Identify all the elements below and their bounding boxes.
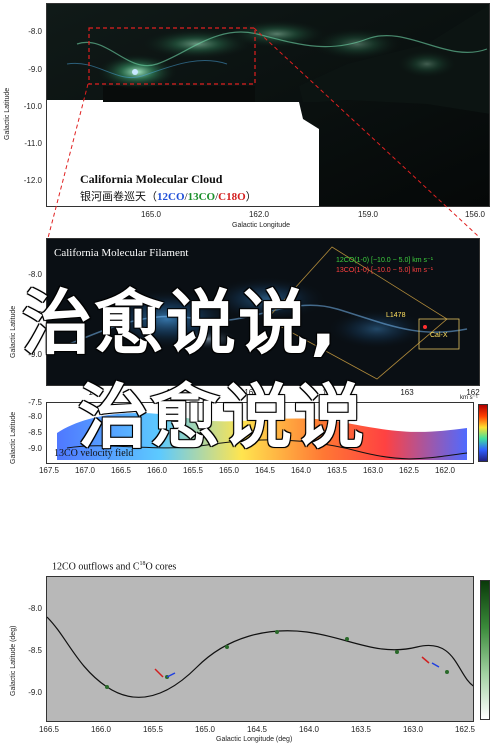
- p3-xtick: 165.5: [182, 466, 204, 475]
- p3-xtick: 167.5: [38, 466, 60, 475]
- p2-xtick: 165: [244, 388, 258, 397]
- p1-xtick: 159.0: [357, 210, 379, 219]
- p3-ytick: -7.5: [28, 398, 42, 407]
- p1-xtick: 156.0: [464, 210, 486, 219]
- p4-ytick: -8.0: [28, 604, 42, 613]
- p4-xtick: 163.0: [402, 725, 424, 734]
- p4-xlabel: Galactic Longitude (deg): [216, 736, 293, 743]
- zoom-connector-lines: [47, 27, 479, 239]
- co13-label: 13CO: [187, 191, 216, 203]
- p2-ytick: -8.0: [28, 270, 42, 279]
- panel-3-image: [57, 413, 468, 461]
- panel-1-subtitle: 银河画卷巡天（12CO/13CO/C18O）: [80, 188, 280, 204]
- p2-xtick: 167: [88, 388, 102, 397]
- p3-xtick: 164.5: [254, 466, 276, 475]
- panel-1-title: California Molecular Cloud: [80, 172, 223, 186]
- c18o-label: C18O: [218, 191, 246, 203]
- panel-3-unit: km s⁻¹: [460, 395, 478, 401]
- legend-13co-species: 13CO(1-0): [336, 267, 370, 274]
- p4-xtick: 164.5: [246, 725, 268, 734]
- p2-xtick: 163: [400, 388, 414, 397]
- panel-3-title: 13CO velocity field: [54, 448, 133, 459]
- panel-1-image: [47, 4, 489, 206]
- legend-12co-species: 12CO(1-0): [336, 257, 370, 264]
- p2-ytick: -8.5: [28, 310, 42, 319]
- p2-xtick: 166: [166, 388, 180, 397]
- paren-open: （: [146, 191, 157, 203]
- panel-1-map: [46, 3, 490, 207]
- p4-xtick: 164.0: [298, 725, 320, 734]
- overlay-line-1: 治愈说说,: [22, 282, 339, 364]
- panel-2-image: [56, 246, 468, 380]
- p4-ytick: -8.5: [28, 646, 42, 655]
- panel-4-title-post: O cores: [145, 561, 177, 573]
- p2-ytick: -9.0: [28, 350, 42, 359]
- p4-xtick: 166.0: [90, 725, 112, 734]
- panel-1-title-box: California Molecular Cloud 银河画卷巡天（12CO/1…: [80, 172, 280, 204]
- p3-xtick: 162.5: [398, 466, 420, 475]
- panel-3-title-text: 13CO velocity field: [54, 448, 134, 459]
- p4-xtick: 163.5: [350, 725, 372, 734]
- p4-xtick: 165.5: [142, 725, 164, 734]
- p1-xtick: 162.0: [248, 210, 270, 219]
- p1-xlabel: Galactic Longitude: [232, 222, 290, 229]
- panel-4-title-sup: 18: [139, 561, 146, 567]
- p4-ytick: -9.0: [28, 688, 42, 697]
- p3-ytick: -9.0: [28, 444, 42, 453]
- sep-2: /: [215, 191, 219, 203]
- panel-2-title: California Molecular Filament: [54, 247, 189, 259]
- sep-1: /: [184, 191, 188, 203]
- p2-ylabel: Galactic Latitude: [10, 305, 17, 358]
- p4-xtick: 165.0: [194, 725, 216, 734]
- panel-1: California Molecular Cloud 银河画卷巡天（12CO/1…: [0, 0, 500, 232]
- p3-ylabel: Galactic Latitude: [10, 411, 17, 464]
- p3-xtick: 164.0: [290, 466, 312, 475]
- p2-xtick: 162: [466, 388, 480, 397]
- p1-ytick: -9.0: [28, 65, 42, 74]
- panel-2-map: [46, 238, 480, 386]
- p3-xtick: 166.0: [146, 466, 168, 475]
- panel-3-lower: 13CO velocity field 167.5 167.0 166.5 16…: [0, 448, 500, 480]
- panel-2: California Molecular Filament 12CO(1-0) …: [0, 238, 500, 398]
- panel-3-lower-map: [46, 460, 474, 464]
- panel-4-colorbar: [480, 580, 490, 720]
- p3-ytick: -8.0: [28, 412, 42, 421]
- p3-xtick: 166.5: [110, 466, 132, 475]
- legend-12co-range: [−10.0 − 5.0] km s⁻¹: [369, 257, 434, 264]
- p1-ytick: -10.0: [23, 102, 42, 111]
- p4-xtick: 162.5: [454, 725, 476, 734]
- label-calx: Cal-X: [430, 332, 448, 339]
- p1-ytick: -8.0: [28, 27, 42, 36]
- co12-label: 12CO: [157, 191, 185, 203]
- p4-xtick: 166.5: [38, 725, 60, 734]
- panel-4-title: 12CO outflows and C18O cores: [52, 560, 332, 575]
- p3-xtick: 163.0: [362, 466, 384, 475]
- p3-xtick: 162.0: [434, 466, 456, 475]
- panel-3-colorbar: [478, 404, 488, 462]
- p1-ytick: -11.0: [24, 139, 42, 148]
- p4-ylabel: Galactic Latitude (deg): [10, 625, 17, 696]
- p3-xtick: 167.0: [74, 466, 96, 475]
- panel-2-legend: 12CO(1-0) [−10.0 − 5.0] km s⁻¹ 13CO(1-0)…: [336, 256, 433, 276]
- p3-xtick: 163.5: [326, 466, 348, 475]
- p2-xtick: 164: [322, 388, 336, 397]
- p3-ytick: -8.5: [28, 428, 42, 437]
- panel-4-map: [46, 576, 474, 722]
- panel-4-image: [47, 616, 473, 698]
- panel-4-title-pre: 12CO outflows and C: [52, 561, 140, 573]
- overlay-line-2: 治愈说说: [78, 376, 366, 458]
- p3-xtick: 165.0: [218, 466, 240, 475]
- legend-12co: 12CO(1-0) [−10.0 − 5.0] km s⁻¹: [336, 256, 433, 266]
- paren-close: ）: [245, 191, 257, 203]
- panel-4: -8.0 -8.5 -9.0 Galactic Latitude (deg) 1…: [0, 576, 500, 747]
- label-l1478: L1478: [386, 312, 406, 319]
- panel-1-subtitle-cn: 银河画卷巡天: [80, 191, 146, 203]
- p1-xtick: 165.0: [140, 210, 162, 219]
- p1-ytick: -12.0: [23, 176, 42, 185]
- legend-13co-range: [−10.0 − 5.0] km s⁻¹: [369, 267, 434, 274]
- legend-13co: 13CO(1-0) [−10.0 − 5.0] km s⁻¹: [336, 266, 433, 276]
